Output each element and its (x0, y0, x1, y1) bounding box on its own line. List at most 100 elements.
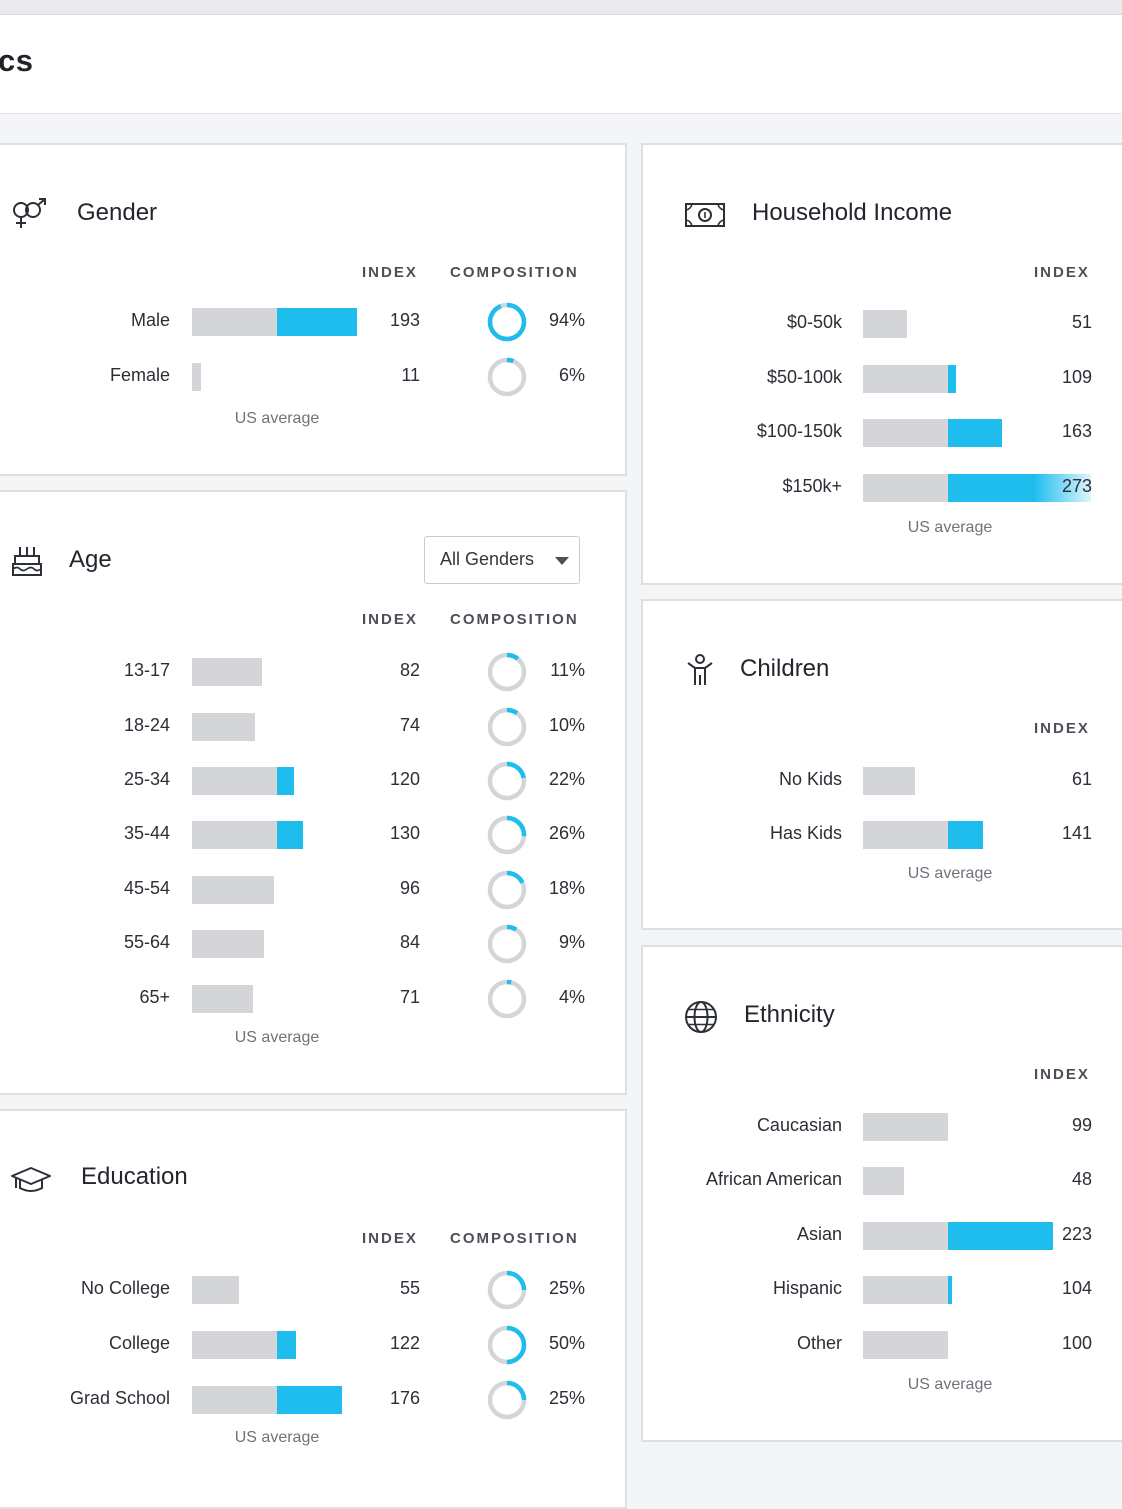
bar-above-average (277, 821, 303, 849)
index-value: 71 (399, 987, 420, 1007)
education-index-header: INDEX (362, 1230, 418, 1247)
bar-gray (192, 767, 278, 795)
bar-gray (863, 1276, 949, 1304)
gender-index-header: INDEX (362, 264, 418, 281)
index-value: 61 (1071, 769, 1092, 789)
row-label: $0-50k (786, 312, 842, 332)
index-value: 273 (1061, 476, 1092, 496)
bar-above-average (277, 1331, 297, 1359)
income-us-average: US average (907, 519, 993, 536)
composition-donut (486, 1324, 528, 1366)
index-bar (863, 767, 916, 795)
ethnicity-us-average: US average (907, 1376, 993, 1393)
row-label: 35-44 (123, 823, 170, 843)
bar-gray (863, 365, 949, 393)
children-title: Children (740, 655, 830, 682)
bar-gray (863, 1113, 948, 1141)
page-header: cs (0, 15, 1122, 114)
index-value: 130 (389, 823, 420, 843)
bar-above-average (948, 365, 957, 393)
index-bar (192, 1331, 297, 1359)
age-composition-header: COMPOSITION (450, 611, 579, 628)
index-bar (863, 1113, 948, 1141)
bar-above-average (948, 1276, 952, 1304)
composition-percent: 22% (548, 769, 585, 789)
age-us-average: US average (234, 1029, 320, 1046)
gender-title: Gender (77, 199, 158, 226)
donut-fill (487, 302, 527, 342)
ethnicity-title: Ethnicity (744, 1001, 835, 1028)
donut-fill (487, 870, 527, 910)
row-label: 25-34 (123, 769, 170, 789)
age-title: Age (69, 546, 112, 573)
composition-percent: 25% (548, 1388, 585, 1408)
row-label: 65+ (139, 987, 170, 1007)
index-bar (192, 363, 202, 391)
row-label: $150k+ (782, 476, 842, 496)
index-bar (192, 1386, 343, 1414)
bar-above-average (948, 474, 1091, 502)
composition-donut (486, 760, 528, 802)
donut-fill (487, 1325, 527, 1365)
gender-card: Gender INDEX COMPOSITION Male 193 94% Femal… (0, 143, 627, 476)
index-bar (863, 1222, 1054, 1250)
education-title: Education (81, 1163, 188, 1190)
index-bar (863, 310, 907, 338)
children-index-header: INDEX (1034, 720, 1090, 737)
donut-fill (487, 761, 527, 801)
row-label: Female (109, 365, 170, 385)
gender-filter-dropdown[interactable]: All Genders (424, 536, 580, 584)
row-label: Male (130, 310, 170, 330)
index-value: 176 (389, 1388, 420, 1408)
age-card: Age All Genders INDEX COMPOSITION 13-17 8… (0, 490, 627, 1095)
index-value: 120 (389, 769, 420, 789)
row-label: 13-17 (123, 660, 170, 680)
composition-donut (486, 301, 528, 343)
composition-donut (486, 706, 528, 748)
ethnicity-card: Ethnicity INDEX Caucasian 99 African Ameri… (641, 945, 1122, 1442)
index-value: 55 (399, 1278, 420, 1298)
row-label: Asian (796, 1224, 842, 1244)
index-bar (863, 1167, 904, 1195)
bar-gray (192, 713, 256, 741)
bar-gray (192, 985, 253, 1013)
bar-gray (192, 1386, 278, 1414)
graduation-cap-icon (11, 1167, 51, 1192)
donut-fill (487, 979, 527, 1019)
index-bar (863, 1331, 949, 1359)
bar-above-average (277, 1386, 343, 1414)
composition-percent: 10% (548, 715, 585, 735)
education-us-average: US average (234, 1429, 320, 1446)
gender-composition-header: COMPOSITION (450, 264, 579, 281)
index-value: 193 (389, 310, 420, 330)
bar-gray (863, 1167, 904, 1195)
index-value: 74 (399, 715, 420, 735)
composition-percent: 11% (550, 660, 585, 680)
index-bar (192, 985, 253, 1013)
row-label: African American (705, 1169, 842, 1189)
index-bar (192, 1276, 239, 1304)
row-label: 55-64 (123, 932, 170, 952)
composition-percent: 6% (558, 365, 585, 385)
bar-gray (863, 310, 907, 338)
index-value: 96 (399, 878, 420, 898)
donut-fill (487, 924, 527, 964)
donut-fill (487, 1270, 527, 1310)
row-label: $100-150k (756, 421, 842, 441)
bar-gray (863, 821, 949, 849)
composition-percent: 25% (548, 1278, 585, 1298)
bar-gray (192, 821, 278, 849)
index-bar (192, 713, 256, 741)
composition-percent: 18% (548, 878, 585, 898)
index-value: 141 (1061, 823, 1092, 843)
row-label: 45-54 (123, 878, 170, 898)
bar-above-average (277, 767, 295, 795)
education-composition-header: COMPOSITION (450, 1230, 579, 1247)
globe-icon (685, 1001, 717, 1033)
birthday-cake-icon (12, 547, 42, 576)
bar-gray (192, 930, 264, 958)
index-value: 100 (1061, 1333, 1092, 1353)
index-value: 99 (1071, 1115, 1092, 1135)
education-card: Education INDEX COMPOSITION No College 55… (0, 1109, 627, 1509)
row-label: Grad School (69, 1388, 170, 1408)
